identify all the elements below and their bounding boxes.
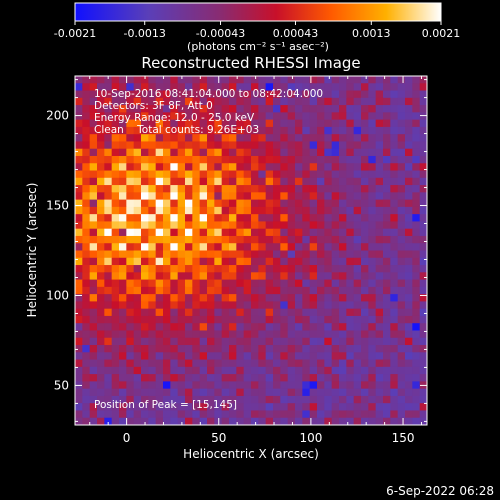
annotation-counts: Clean Total counts: 9.26E+03 [94, 124, 259, 136]
heatmap-image [75, 76, 427, 425]
x-axis-label: Heliocentric X (arcsec) [183, 447, 319, 461]
x-tick-label: 0 [123, 431, 131, 445]
colorbar-tick-label: 0.0013 [352, 27, 391, 40]
y-tick-label: 100 [46, 288, 69, 302]
colorbar-tick-label: 0.0021 [422, 27, 461, 40]
annotation-detectors: Detectors: 3F 8F, Att 0 [94, 100, 213, 112]
colorbar-tick-label: -0.00043 [196, 27, 245, 40]
colorbar-units-label: (photons cm⁻² s⁻¹ asec⁻²) [187, 40, 329, 53]
colorbar-tick-label: 0.00043 [273, 27, 319, 40]
colorbar [74, 2, 442, 22]
annotation-time-range: 10-Sep-2016 08:41:04.000 to 08:42:04.000 [94, 88, 323, 100]
colorbar-ticks: -0.0021 -0.0013 -0.00043 0.00043 0.0013 0.002… [54, 21, 460, 40]
chart-title: Reconstructed RHESSI Image [141, 54, 360, 72]
x-tick-label: 50 [211, 431, 226, 445]
plot-frame [74, 75, 428, 426]
y-tick-label: 200 [46, 109, 69, 123]
axis-ticks: 0 50 100 150 50 100 150 200 [46, 76, 427, 445]
footer-date: 6-Sep-2022 06:28 [386, 484, 494, 498]
x-tick-label: 150 [392, 431, 415, 445]
annotation-peak-position: Position of Peak = [15,145] [94, 399, 237, 411]
colorbar-tick-label: -0.0013 [123, 27, 165, 40]
y-tick-label: 50 [54, 378, 69, 392]
y-tick-label: 150 [46, 199, 69, 213]
annotation-energy-range: Energy Range: 12.0 - 25.0 keV [94, 112, 255, 124]
x-tick-label: 100 [299, 431, 322, 445]
y-axis-label: Heliocentric Y (arcsec) [25, 183, 39, 318]
colorbar-tick-label: -0.0021 [54, 27, 96, 40]
